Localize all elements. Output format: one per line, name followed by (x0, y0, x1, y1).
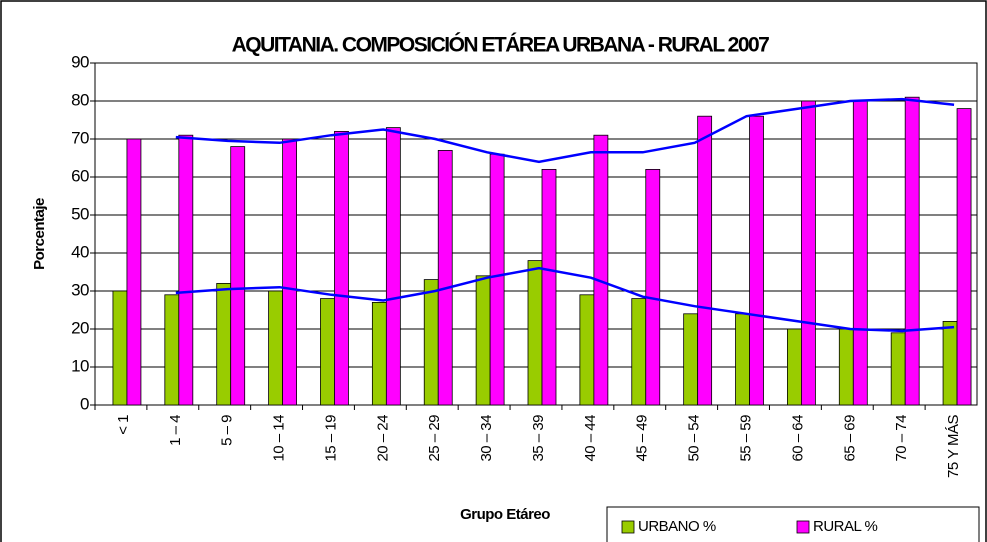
trend-line (175, 97, 955, 164)
bar (216, 282, 232, 406)
trend-line (175, 266, 955, 333)
y-tick-label: 10 (71, 356, 89, 375)
bar (838, 328, 854, 406)
x-tick-label: 50 – 54 (686, 415, 703, 462)
y-tick-label: 40 (71, 242, 89, 261)
y-axis-label: Porcentaje (31, 198, 48, 270)
bar (541, 168, 557, 406)
legend-swatch (796, 520, 810, 534)
x-tick-label: 60 – 64 (789, 415, 806, 462)
y-tick-label: 80 (71, 90, 89, 109)
chart-title: AQUITANIA. COMPOSICIÓN ETÁREA URBANA - R… (232, 33, 770, 57)
bar (164, 294, 180, 406)
bar (282, 138, 297, 406)
bar (852, 100, 868, 406)
x-tick-label: 10 – 14 (271, 415, 288, 462)
x-tick-label: 70 – 74 (893, 415, 910, 462)
bar (787, 328, 802, 406)
bar (683, 313, 699, 406)
y-tick-label: 70 (71, 128, 89, 147)
bar (579, 294, 595, 406)
bar (320, 298, 335, 406)
bar (801, 100, 816, 406)
y-tick-label: 30 (71, 280, 89, 299)
legend-label: RURAL % (813, 518, 877, 535)
y-tick-label: 0 (80, 394, 89, 413)
bar (475, 275, 491, 406)
bar (749, 115, 764, 406)
bar (489, 153, 505, 406)
bar (956, 108, 972, 406)
x-tick-label: 15 – 19 (322, 415, 339, 462)
legend (606, 506, 980, 542)
bar (527, 260, 543, 406)
x-tick-label: 1 – 4 (167, 415, 184, 446)
x-tick-label: 30 – 34 (478, 415, 495, 462)
bar (593, 134, 609, 406)
x-tick-label: 45 – 49 (634, 415, 651, 462)
x-axis-label: Grupo Etáreo (460, 506, 550, 523)
x-tick-label: < 1 (115, 415, 132, 435)
bar (735, 313, 750, 406)
bar (268, 290, 283, 406)
bar (334, 130, 349, 406)
bar (178, 134, 194, 406)
x-tick-label: 25 – 29 (426, 415, 443, 462)
x-tick-label: 20 – 24 (374, 415, 391, 462)
legend-swatch (621, 520, 635, 534)
bar (697, 115, 713, 406)
bar (942, 320, 958, 406)
bar (437, 149, 453, 406)
bar (645, 168, 661, 406)
bar (385, 127, 401, 406)
y-tick-label: 90 (71, 52, 89, 71)
y-tick-label: 60 (71, 166, 89, 185)
bar (126, 138, 142, 406)
x-tick-label: 55 – 59 (737, 415, 754, 462)
bar (423, 279, 439, 406)
x-tick-label: 75 Y MÁS (945, 415, 962, 478)
y-tick-label: 20 (71, 318, 89, 337)
bar (904, 96, 920, 406)
bar (112, 290, 128, 406)
x-tick-label: 5 – 9 (219, 415, 236, 446)
bar (230, 146, 246, 406)
bar (371, 301, 387, 406)
bar (631, 298, 647, 406)
x-tick-label: 65 – 69 (841, 415, 858, 462)
x-tick-label: 40 – 44 (582, 415, 599, 462)
legend-label: URBANO % (638, 518, 716, 535)
bar (890, 332, 906, 406)
y-tick-label: 50 (71, 204, 89, 223)
x-tick-label: 35 – 39 (530, 415, 547, 462)
